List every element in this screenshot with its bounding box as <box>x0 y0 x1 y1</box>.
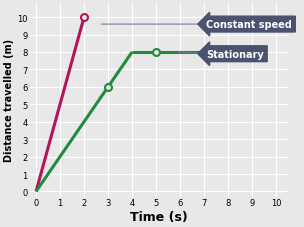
Text: Stationary: Stationary <box>206 49 264 59</box>
Text: Constant speed: Constant speed <box>206 20 292 30</box>
Y-axis label: Distance travelled (m): Distance travelled (m) <box>4 39 14 162</box>
X-axis label: Time (s): Time (s) <box>130 210 187 223</box>
